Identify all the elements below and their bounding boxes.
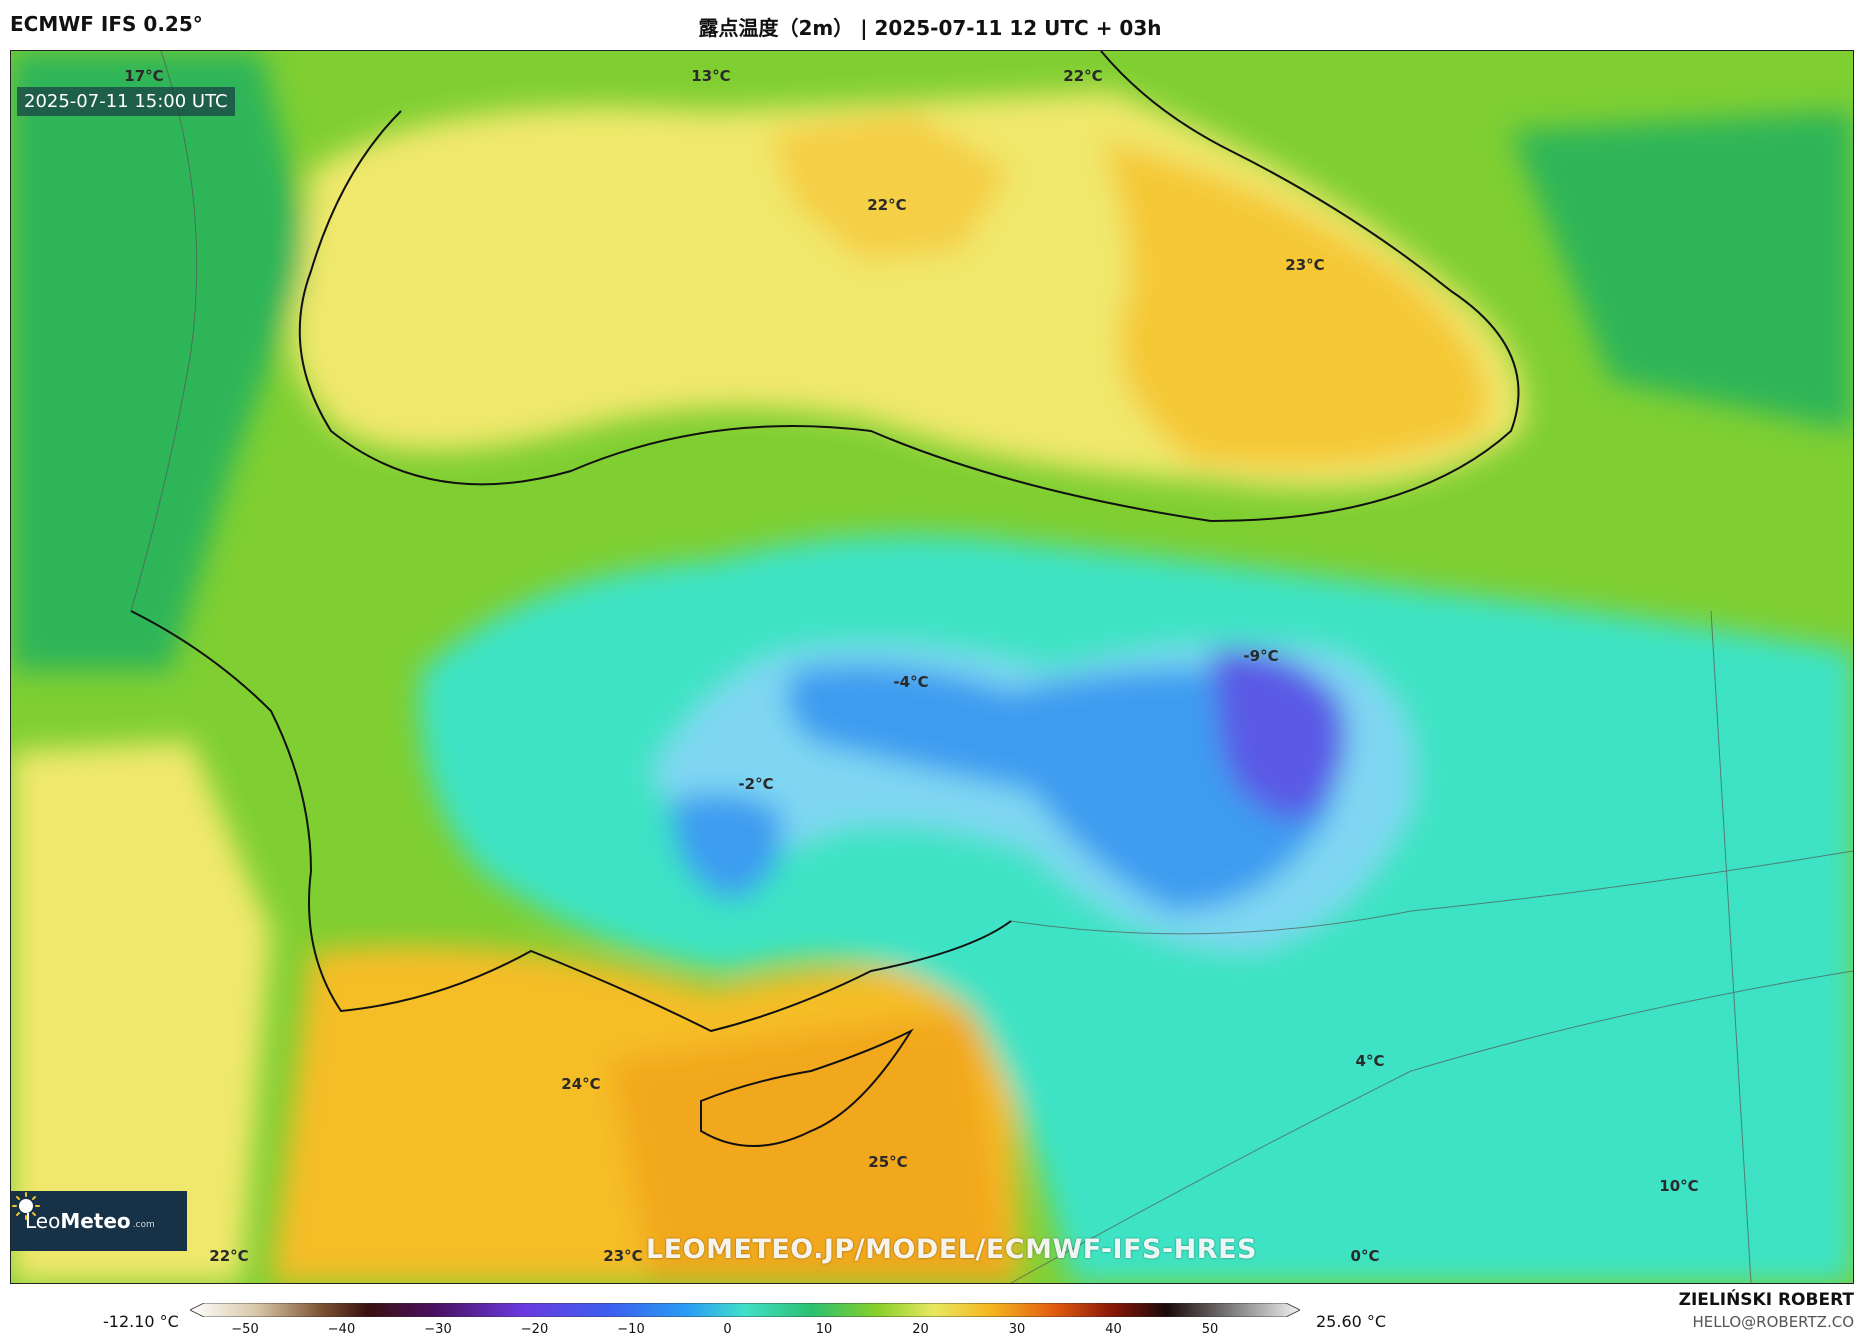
- temp-label: 4°C: [1355, 1052, 1385, 1070]
- temp-label: -2°C: [738, 775, 774, 793]
- temp-label: 10°C: [1659, 1177, 1699, 1195]
- temp-label: 24°C: [561, 1075, 601, 1093]
- model-name: ECMWF IFS 0.25°: [10, 12, 203, 36]
- colorbar-tick-label: 0: [723, 1322, 732, 1337]
- colorbar-max-label: 25.60 °C: [1316, 1312, 1387, 1331]
- colorbar-tick-label: 10: [815, 1322, 833, 1337]
- temp-label: 23°C: [603, 1247, 643, 1265]
- colorbar-tick-label: 20: [912, 1322, 929, 1337]
- temp-label: 0°C: [1350, 1247, 1380, 1265]
- sun-icon: [12, 1192, 40, 1220]
- temp-label: -9°C: [1243, 647, 1279, 665]
- colorbar-tick-label: −10: [617, 1322, 645, 1337]
- logo-suffix: .com: [132, 1220, 155, 1230]
- temp-label: 25°C: [868, 1153, 908, 1171]
- dewpoint-field: [11, 51, 1853, 1283]
- leometeo-logo[interactable]: LeoMeteo .com: [11, 1191, 187, 1251]
- temp-label: 23°C: [1285, 256, 1325, 274]
- colorbar-tick-label: 30: [1008, 1322, 1026, 1337]
- logo-text: LeoMeteo: [25, 1209, 131, 1233]
- temp-label: 22°C: [1063, 67, 1103, 85]
- valid-time-badge: 2025-07-11 15:00 UTC: [17, 87, 235, 116]
- author-email[interactable]: HELLO@ROBERTZ.CO: [1692, 1313, 1854, 1331]
- author-credit: ZIELIŃSKI ROBERT: [1678, 1290, 1854, 1310]
- temp-label: 17°C: [124, 67, 164, 85]
- colorbar-tick-label: −40: [327, 1322, 356, 1337]
- temp-label: 13°C: [691, 67, 731, 85]
- map-title: 露点温度（2m） | 2025-07-11 12 UTC + 03h: [698, 16, 1162, 40]
- temp-label: -4°C: [893, 673, 929, 691]
- colorbar-tick-label: −30: [424, 1322, 452, 1337]
- colorbar-tick-label: 50: [1201, 1322, 1219, 1337]
- temp-label: 22°C: [867, 196, 907, 214]
- temp-label: 22°C: [209, 1247, 249, 1265]
- colorbar: [190, 1303, 1300, 1317]
- source-watermark: LEOMETEO.JP/MODEL/ECMWF-IFS-HRES: [646, 1234, 1257, 1265]
- colorbar-tick-label: −50: [231, 1322, 259, 1337]
- colorbar-min-label: -12.10 °C: [103, 1312, 179, 1331]
- colorbar-tick-label: −20: [520, 1322, 549, 1337]
- weather-map[interactable]: 2025-07-11 15:00 UTC 17°C 13°C 22°C 22°C…: [10, 50, 1854, 1284]
- colorbar-tick-label: 40: [1105, 1322, 1122, 1337]
